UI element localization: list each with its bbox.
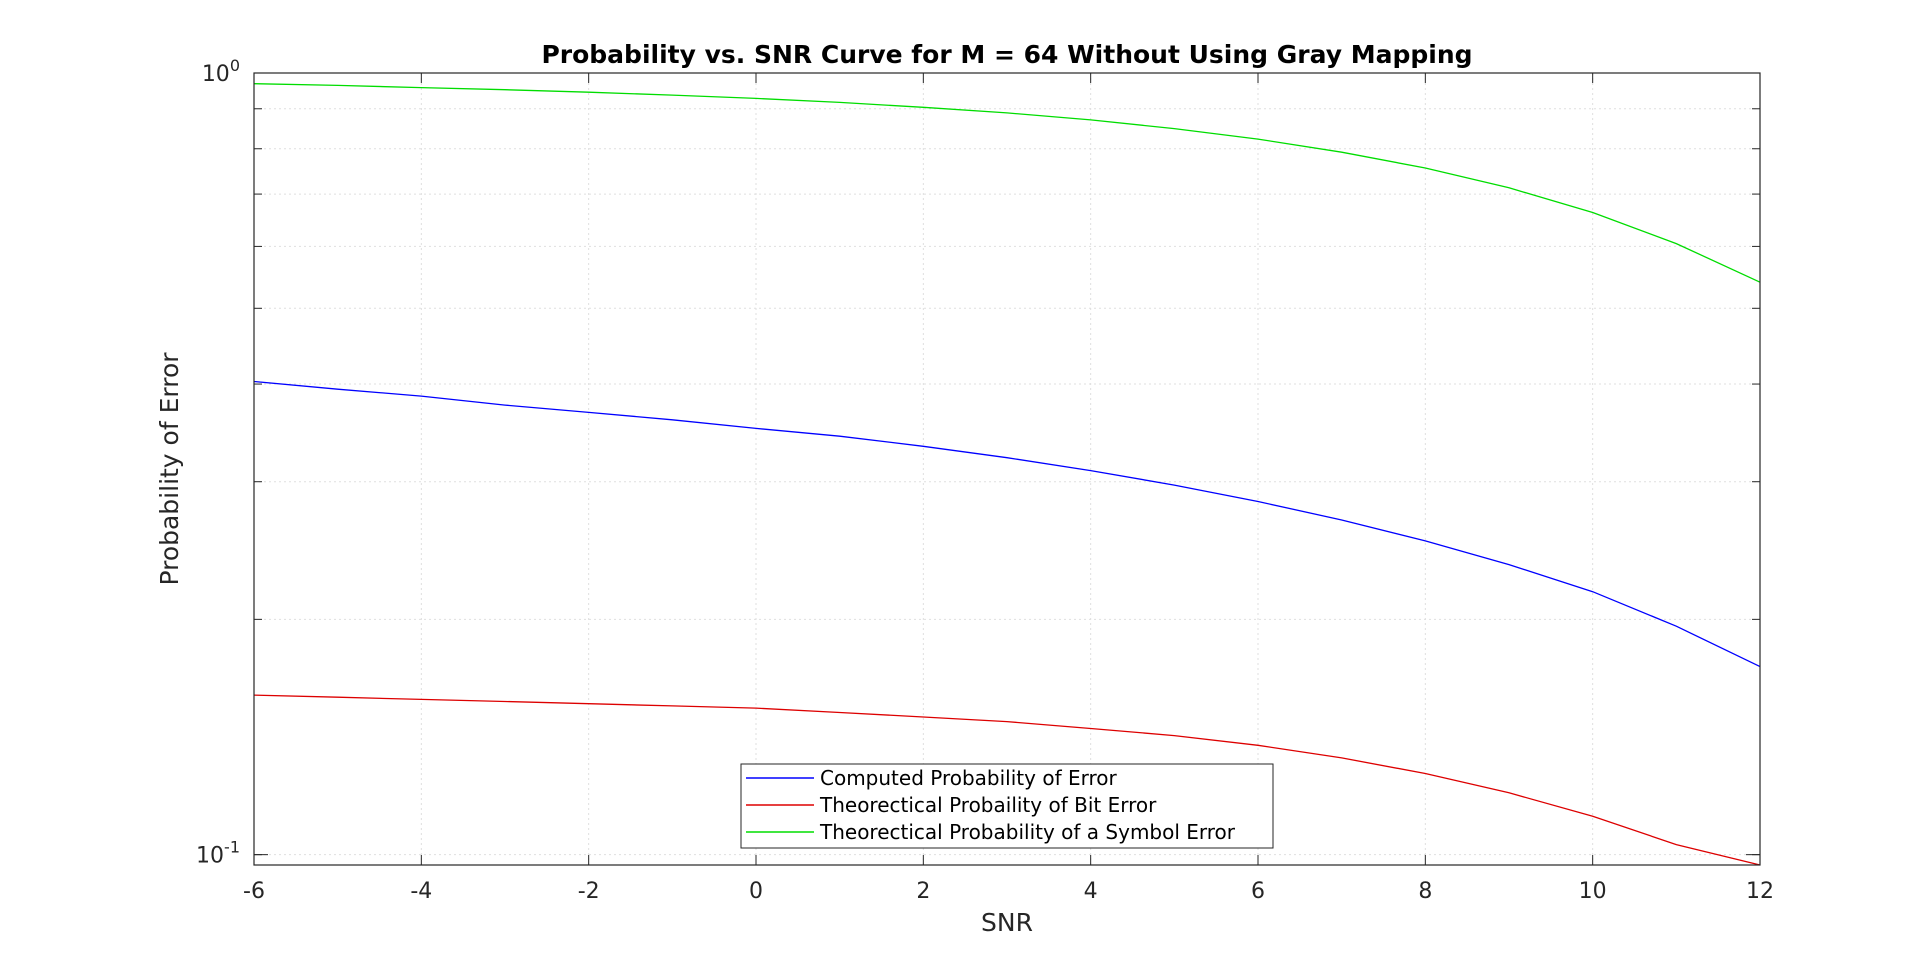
x-tick-label: 10	[1579, 879, 1607, 904]
x-tick-label: 2	[916, 879, 930, 904]
chart-title: Probability vs. SNR Curve for M = 64 Wit…	[541, 40, 1472, 69]
legend-label: Theorectical Probaility of Bit Error	[819, 793, 1157, 817]
x-tick-label: 4	[1084, 879, 1098, 904]
legend-items: Computed Probability of Error Theorectica…	[746, 766, 1236, 844]
series-line	[253, 83, 1761, 283]
y-tick-base: 10	[202, 62, 230, 87]
x-tick-label: 0	[749, 879, 763, 904]
y-axis-title: Probability of Error	[155, 352, 184, 586]
series-lines	[253, 83, 1761, 866]
grid	[254, 73, 1760, 865]
legend-label: Computed Probability of Error	[820, 766, 1117, 790]
y-tick-exponent: -1	[224, 838, 240, 857]
x-tick-label: -4	[410, 879, 432, 904]
legend-box	[740, 763, 1274, 849]
plot-area	[254, 73, 1760, 865]
y-tick-exponent: 0	[230, 56, 240, 75]
y-tick-base: 10	[196, 844, 224, 869]
x-tick-label: -2	[578, 879, 600, 904]
x-tick-label: 12	[1746, 879, 1774, 904]
plot-frame	[253, 72, 1761, 866]
x-tick-label: 8	[1418, 879, 1432, 904]
y-tick-label: 100	[202, 56, 240, 87]
axis-ticks	[253, 72, 1761, 865]
x-tick-labels: -6 -4 -2 0 2 4 6 8 10 12	[243, 879, 1774, 904]
series-line	[253, 380, 1761, 668]
y-tick-label: 10-1	[196, 838, 240, 869]
legend-label: Theorectical Probability of a Symbol Err…	[819, 820, 1236, 844]
x-axis-title: SNR	[981, 908, 1033, 937]
legend: Computed Probability of Error Theorectica…	[740, 763, 1274, 849]
series-line	[253, 694, 1761, 866]
x-tick-label: -6	[243, 879, 265, 904]
x-tick-label: 6	[1251, 879, 1265, 904]
